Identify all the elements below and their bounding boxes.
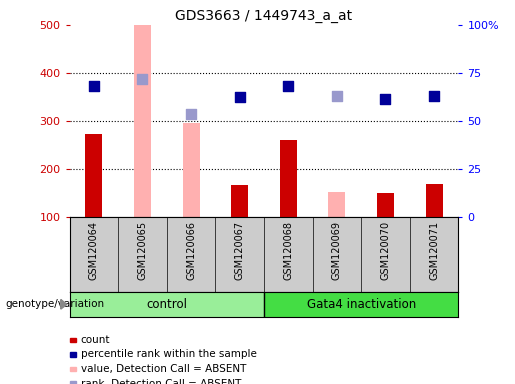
Bar	[377, 193, 394, 217]
Bar	[70, 292, 264, 317]
Point	[187, 111, 195, 117]
Text: GSM120065: GSM120065	[138, 221, 147, 280]
Text: GSM120066: GSM120066	[186, 221, 196, 280]
Text: control: control	[146, 298, 187, 311]
Point	[333, 93, 341, 99]
Bar	[85, 134, 102, 217]
Point	[381, 96, 389, 102]
Text: GSM120064: GSM120064	[89, 221, 99, 280]
Text: GSM120069: GSM120069	[332, 221, 342, 280]
Text: percentile rank within the sample: percentile rank within the sample	[81, 349, 257, 359]
Text: Gata4 inactivation: Gata4 inactivation	[306, 298, 416, 311]
Bar	[280, 140, 297, 217]
Text: GSM120071: GSM120071	[429, 221, 439, 280]
Point	[430, 93, 438, 99]
Bar	[329, 192, 346, 217]
Text: GSM120070: GSM120070	[381, 221, 390, 280]
Point	[235, 94, 244, 100]
Text: GSM120067: GSM120067	[235, 221, 245, 280]
Title: GDS3663 / 1449743_a_at: GDS3663 / 1449743_a_at	[176, 8, 352, 23]
Text: GSM120068: GSM120068	[283, 221, 293, 280]
Text: count: count	[81, 335, 110, 345]
Bar	[264, 292, 458, 317]
Point	[90, 83, 98, 89]
Bar	[425, 184, 442, 217]
Bar	[231, 185, 248, 217]
Text: genotype/variation: genotype/variation	[5, 299, 104, 310]
Text: value, Detection Call = ABSENT: value, Detection Call = ABSENT	[81, 364, 246, 374]
Point	[139, 76, 147, 82]
Point	[284, 83, 293, 89]
Text: rank, Detection Call = ABSENT: rank, Detection Call = ABSENT	[81, 379, 241, 384]
Bar	[134, 25, 151, 217]
Bar	[182, 123, 199, 217]
